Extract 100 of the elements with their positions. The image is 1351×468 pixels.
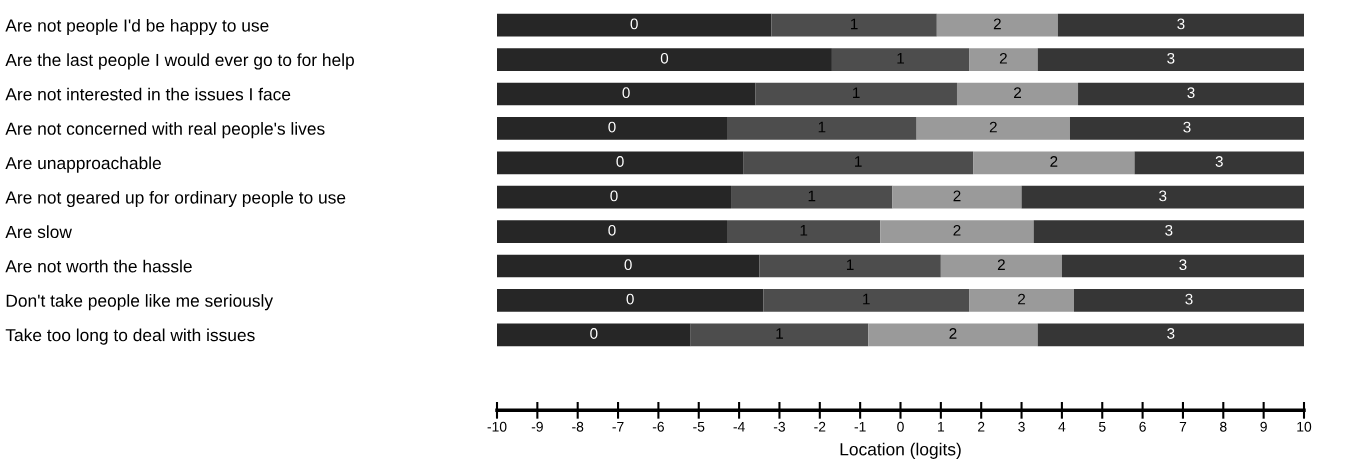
bar — [759, 254, 941, 278]
text: 0 — [608, 121, 616, 133]
series-label: 0 — [624, 259, 632, 271]
x-tick-label: 10 — [1297, 421, 1312, 432]
bar — [755, 82, 957, 106]
bar — [1037, 323, 1304, 347]
bar — [969, 48, 1038, 71]
x-tick-label: 1 — [938, 421, 945, 432]
text: 0 — [616, 156, 624, 167]
bar — [497, 48, 832, 71]
series-label: 1 — [863, 293, 870, 305]
bar — [1078, 82, 1304, 106]
x-tick-label: -3 — [773, 421, 786, 432]
y-tick-label: Are slow — [5, 225, 72, 239]
text: 2 — [1018, 293, 1026, 305]
text: 3 — [1167, 52, 1175, 64]
bar — [497, 289, 764, 312]
text: 1 — [846, 259, 854, 270]
bar — [969, 289, 1075, 312]
y-tick-label: Are not worth the hassle — [5, 259, 192, 273]
bar — [1021, 185, 1304, 209]
text: 0 — [630, 18, 638, 30]
bar — [940, 254, 1062, 278]
x-tick-label: -6 — [652, 421, 664, 432]
x-tick-label: 0 — [897, 421, 904, 432]
series-label: 3 — [1179, 259, 1187, 271]
bar — [743, 151, 974, 175]
bar — [727, 220, 881, 243]
bar — [497, 151, 744, 175]
text: 1 — [855, 156, 862, 167]
bar — [956, 82, 1079, 106]
text: 2 — [989, 121, 997, 133]
text: 3 — [1167, 328, 1175, 339]
x-tick-label: -4 — [733, 421, 745, 432]
x-tick-label: -1 — [854, 421, 866, 432]
text: 1 — [851, 18, 858, 30]
series-label: 2 — [997, 259, 1005, 270]
y-tick-label: Are not interested in the issues I face — [5, 87, 291, 101]
text: 3 — [1185, 293, 1193, 305]
text: 3 — [1165, 224, 1173, 236]
x-tick-label: -7 — [612, 421, 624, 432]
bar — [727, 117, 917, 140]
text: 0 — [626, 293, 634, 305]
text: 0 — [660, 52, 669, 64]
bar — [497, 323, 691, 347]
x-tick-label: 3 — [1018, 421, 1025, 432]
bar — [690, 323, 869, 347]
y-tick-label: Are not geared up for ordinary people to use — [5, 190, 346, 208]
x-tick-label: -5 — [693, 421, 705, 432]
bar — [497, 13, 772, 37]
text: 1 — [776, 328, 783, 339]
y-tick-label: Don't take people like me seriously — [6, 294, 274, 311]
text: 0 — [590, 328, 598, 339]
bar — [1069, 117, 1304, 140]
bar — [1037, 48, 1304, 71]
text: 1 — [808, 190, 816, 202]
x-tick-label: 4 — [1058, 421, 1066, 432]
text: 0 — [608, 224, 616, 236]
bar — [497, 82, 756, 106]
text: 2 — [953, 190, 961, 202]
bar — [497, 185, 732, 209]
x-tick-label: -9 — [531, 421, 543, 432]
bar — [763, 289, 970, 312]
y-tick-label: Take too long to deal with issues — [5, 328, 255, 345]
bar — [916, 117, 1070, 140]
text: 1 — [800, 225, 808, 236]
x-tick-label: -10 — [487, 421, 507, 432]
x-tick-label: -8 — [572, 421, 584, 432]
bar — [1057, 13, 1304, 37]
bar — [880, 220, 1034, 243]
bar — [973, 151, 1135, 175]
bar — [731, 185, 893, 209]
text: 2 — [1050, 156, 1058, 167]
text: 1 — [897, 53, 904, 64]
text: 3 — [1183, 121, 1191, 133]
y-tick-label: Are not concerned with real people's lives — [5, 122, 325, 139]
text: 2 — [953, 224, 961, 236]
bar — [868, 323, 1038, 347]
bar — [1033, 220, 1304, 243]
text: 2 — [1014, 87, 1021, 98]
text: 0 — [610, 190, 618, 202]
bar — [1061, 254, 1304, 278]
y-tick-label: Are the last people I would ever go to for help — [5, 53, 354, 70]
text: 3 — [1177, 18, 1185, 30]
bar — [831, 48, 970, 71]
text: 2 — [949, 328, 957, 339]
text: 3 — [1215, 156, 1223, 167]
bar — [497, 117, 727, 140]
bar — [1134, 151, 1304, 175]
y-tick-label: Are unapproachable — [5, 156, 161, 173]
x-tick-label: 6 — [1139, 421, 1146, 432]
bar — [892, 185, 1022, 209]
bar — [771, 13, 937, 37]
x-tick-label: 5 — [1098, 421, 1106, 432]
y-tick-label: Are not people I'd be happy to use — [5, 18, 269, 36]
bar — [1074, 289, 1304, 312]
text: 2 — [993, 18, 1001, 30]
x-tick-label: 7 — [1179, 421, 1187, 432]
x-tick-label: -2 — [814, 421, 826, 432]
bar — [497, 254, 760, 278]
